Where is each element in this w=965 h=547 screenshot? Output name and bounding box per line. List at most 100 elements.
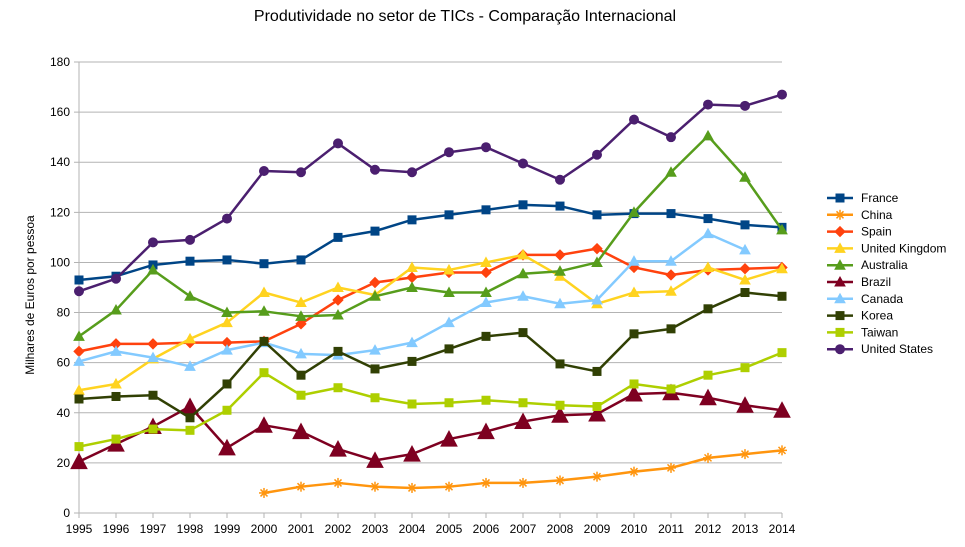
- legend-marker-united-kingdom: [834, 242, 846, 253]
- point-brazil-2003: [366, 451, 384, 468]
- point-australia-2008: [554, 265, 566, 276]
- point-spain-2004: [406, 271, 418, 284]
- point-korea-2007: [518, 328, 528, 338]
- point-brazil-2010: [625, 384, 643, 402]
- series-canada: [73, 227, 751, 371]
- point-canada-1996: [110, 345, 122, 356]
- point-korea-2008: [555, 359, 565, 369]
- point-canada-2013: [739, 243, 751, 255]
- point-canada-2007: [517, 290, 529, 301]
- point-canada-2004: [406, 336, 418, 348]
- point-taiwan-1995: [74, 442, 84, 452]
- point-united-kingdom-2000: [258, 286, 270, 298]
- point-brazil-2013: [736, 396, 754, 413]
- point-taiwan-2001: [296, 390, 306, 400]
- legend-label-brazil: Brazil: [861, 275, 891, 289]
- point-france-2009: [592, 210, 602, 220]
- point-united-states-2002: [333, 138, 343, 149]
- point-spain-2009: [591, 242, 603, 255]
- legend-label-taiwan: Taiwan: [861, 325, 898, 339]
- point-united-states-2004: [407, 167, 417, 178]
- point-france-1995: [74, 275, 84, 285]
- point-france-2008: [555, 201, 565, 211]
- point-united-kingdom-2006: [480, 256, 492, 267]
- legend-item-spain: Spain: [827, 225, 892, 239]
- series-line-united-kingdom: [78, 253, 783, 392]
- point-australia-1998: [184, 290, 196, 301]
- point-france-2004: [407, 215, 417, 225]
- point-canada-2006: [480, 296, 492, 308]
- legend-marker-canada: [834, 292, 846, 304]
- point-united-states-2013: [740, 100, 750, 111]
- x-tick-label-2006: 2006: [473, 522, 500, 536]
- chart-title: Produtividade no setor de TICs - Compara…: [254, 8, 676, 25]
- point-brazil-1995: [70, 452, 88, 470]
- x-tick-label-2011: 2011: [658, 522, 684, 536]
- x-tick-label-2008: 2008: [547, 522, 574, 536]
- point-china-2002: [333, 477, 343, 488]
- x-tick-label-2007: 2007: [510, 522, 537, 536]
- point-united-states-2011: [666, 132, 676, 143]
- point-united-states-2012: [703, 99, 713, 110]
- series-line-france: [78, 203, 783, 282]
- series-taiwan: [74, 348, 787, 452]
- x-tick-label-2003: 2003: [362, 522, 389, 536]
- series-layer: [70, 89, 791, 498]
- y-tick-label-180: 180: [50, 55, 70, 69]
- legend-label-france: France: [861, 191, 899, 205]
- point-brazil-2001: [292, 422, 310, 440]
- point-brazil-2012: [699, 388, 717, 406]
- point-korea-2002: [333, 346, 343, 356]
- legend-marker-china: [835, 209, 845, 220]
- point-united-states-1995: [74, 286, 84, 297]
- x-tick-label-2009: 2009: [584, 522, 611, 536]
- point-united-kingdom-1998: [184, 332, 196, 344]
- point-australia-2004: [406, 281, 418, 292]
- point-united-states-2010: [629, 114, 639, 125]
- series-spain: [73, 242, 788, 358]
- point-united-states-2005: [444, 147, 454, 158]
- y-tick-label-0: 0: [63, 506, 70, 520]
- point-united-kingdom-2001: [295, 296, 307, 308]
- x-tick-label-1997: 1997: [140, 522, 167, 536]
- point-united-kingdom-2005: [443, 263, 455, 275]
- point-korea-2011: [666, 324, 676, 334]
- x-tick-label-2014: 2014: [769, 522, 796, 536]
- point-china-2004: [407, 482, 417, 493]
- y-tick-label-20: 20: [57, 456, 71, 470]
- point-spain-1995: [73, 345, 85, 358]
- point-brazil-2009: [588, 404, 606, 422]
- point-australia-1999: [221, 306, 233, 318]
- point-australia-1995: [73, 330, 85, 341]
- point-canada-1997: [147, 351, 159, 363]
- legend-label-canada: Canada: [861, 292, 903, 306]
- point-korea-2001: [296, 370, 306, 380]
- point-brazil-2004: [403, 445, 421, 462]
- point-china-2012: [703, 452, 713, 463]
- point-united-states-2000: [259, 165, 269, 176]
- point-united-kingdom-2012: [702, 261, 714, 272]
- point-united-states-2003: [370, 164, 380, 175]
- point-france-2002: [333, 232, 343, 242]
- y-tick-label-120: 120: [50, 205, 70, 219]
- legend-item-korea: Korea: [827, 309, 893, 323]
- point-canada-2005: [443, 316, 455, 328]
- point-australia-2011: [665, 166, 677, 177]
- legend-label-korea: Korea: [861, 309, 893, 323]
- legend-item-united-kingdom: United Kingdom: [827, 241, 946, 255]
- point-united-states-1996: [111, 273, 121, 284]
- legend-label-spain: Spain: [861, 225, 892, 239]
- point-taiwan-1999: [222, 405, 232, 415]
- x-tick-label-2005: 2005: [436, 522, 463, 536]
- point-united-kingdom-2002: [332, 281, 344, 292]
- x-tick-label-2001: 2001: [288, 522, 315, 536]
- point-united-kingdom-2013: [739, 273, 751, 285]
- series-line-taiwan: [78, 351, 783, 448]
- point-france-2003: [370, 226, 380, 236]
- y-tick-label-100: 100: [50, 255, 70, 269]
- legend-marker-korea: [835, 311, 845, 321]
- legend-item-united-states: United States: [827, 342, 933, 356]
- y-tick-label-80: 80: [57, 306, 71, 320]
